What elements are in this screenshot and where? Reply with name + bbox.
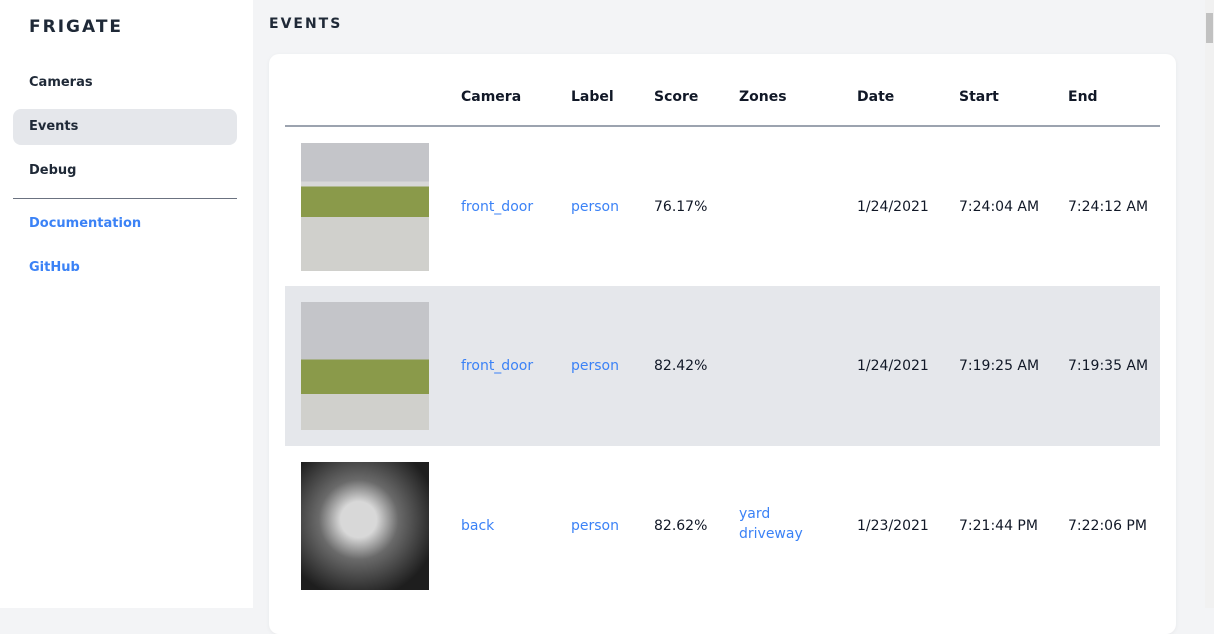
label-link[interactable]: person <box>571 358 619 374</box>
date: 1/24/2021 <box>857 198 929 215</box>
score: 82.62% <box>654 518 708 534</box>
sidebar: FRIGATE Cameras Events Debug Documentati… <box>0 0 253 608</box>
header-end: End <box>1068 54 1160 127</box>
divider <box>13 198 237 199</box>
zone-link[interactable]: yard <box>739 506 771 522</box>
events-table: Camera Label Score Zones Date Start End … <box>285 54 1160 606</box>
table-row[interactable]: front_door person 76.17% 1/24/2021 7:24:… <box>285 126 1160 286</box>
score: 82.42% <box>654 286 739 446</box>
sidebar-item-debug[interactable]: Debug <box>29 163 77 178</box>
camera-link[interactable]: back <box>461 518 495 534</box>
zone-link[interactable]: driveway <box>739 526 803 542</box>
sidebar-item-events[interactable]: Events <box>13 109 237 145</box>
header-score: Score <box>654 54 739 127</box>
sidebar-item-cameras[interactable]: Cameras <box>29 75 93 90</box>
header-zones: Zones <box>739 54 857 127</box>
table-row[interactable]: front_door person 82.42% 1/24/2021 7:19:… <box>285 286 1160 446</box>
page-title: EVENTS <box>269 16 343 32</box>
event-thumbnail[interactable] <box>301 142 429 271</box>
logo: FRIGATE <box>29 17 124 37</box>
header-label: Label <box>571 54 654 127</box>
link-documentation[interactable]: Documentation <box>29 216 142 231</box>
header-date: Date <box>857 54 959 127</box>
table-row[interactable]: back person 82.62% yard driveway 1/23/202… <box>285 446 1160 606</box>
end-time: 7:19:35 AM <box>1068 286 1160 446</box>
start-time: 7:19:25 AM <box>959 286 1068 446</box>
scrollbar-thumb[interactable] <box>1206 13 1213 43</box>
zones <box>739 126 857 286</box>
header-thumbnail <box>285 54 461 127</box>
event-thumbnail[interactable] <box>301 462 429 590</box>
camera-link[interactable]: front_door <box>461 358 534 374</box>
end-time: 7:22:06 PM <box>1068 518 1147 534</box>
start-time: 7:21:44 PM <box>959 518 1038 534</box>
score: 76.17% <box>654 198 708 215</box>
camera-link[interactable]: front_door <box>461 198 534 215</box>
label-link[interactable]: person <box>571 518 619 534</box>
events-card: Camera Label Score Zones Date Start End … <box>269 54 1176 634</box>
end-time: 7:24:12 AM <box>1068 198 1149 215</box>
header-camera: Camera <box>461 54 571 127</box>
header-start: Start <box>959 54 1068 127</box>
label-link[interactable]: person <box>571 198 619 215</box>
zones <box>739 286 857 446</box>
scrollbar[interactable] <box>1205 0 1214 608</box>
date: 1/24/2021 <box>857 286 959 446</box>
zones: yard driveway <box>739 446 857 606</box>
start-time: 7:24:04 AM <box>959 198 1040 215</box>
date: 1/23/2021 <box>857 518 929 534</box>
event-thumbnail[interactable] <box>301 302 429 430</box>
link-github[interactable]: GitHub <box>29 260 80 275</box>
